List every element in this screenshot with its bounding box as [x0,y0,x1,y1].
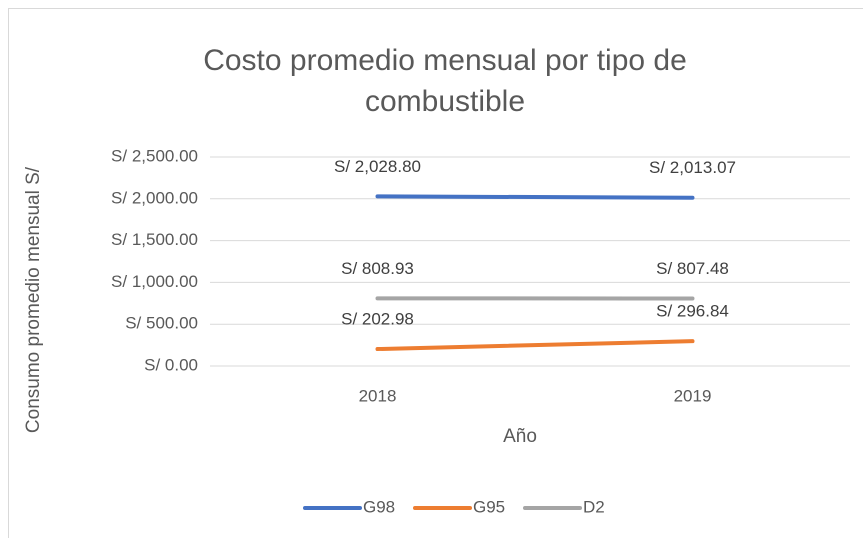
y-tick-label: S/ 500.00 [125,314,198,333]
y-tick-label: S/ 2,500.00 [111,146,198,165]
y-axis-title: Consumo promedio mensual S/ [23,166,44,433]
data-label: S/ 202.98 [341,310,414,329]
y-tick-label: S/ 2,000.00 [111,188,198,207]
y-tick-label: S/ 0.00 [144,355,198,374]
chart-border [8,8,863,538]
x-axis-title: Año [503,426,537,447]
x-tick-label: 2019 [674,386,712,405]
data-label: S/ 2,028.80 [334,157,421,176]
data-label: S/ 296.84 [656,302,729,321]
data-label: S/ 807.48 [656,259,729,278]
y-tick-label: S/ 1,000.00 [111,272,198,291]
series-line [375,339,695,352]
legend-label: G95 [473,497,505,516]
legend-label: D2 [583,497,605,516]
y-tick-label: S/ 1,500.00 [111,230,198,249]
chart-title: Costo promedio mensual por tipo de combu… [203,44,687,118]
series-line [375,194,695,200]
legend-label: G98 [363,497,395,516]
data-label: S/ 808.93 [341,259,414,278]
x-tick-label: 2018 [359,386,397,405]
data-label: S/ 2,013.07 [649,158,736,177]
